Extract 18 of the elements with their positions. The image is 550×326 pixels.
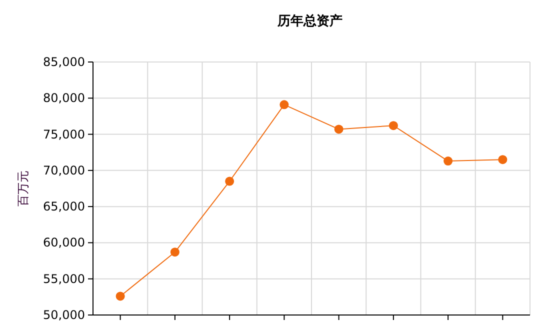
chart-title: 历年总资产 (276, 13, 342, 29)
y-tick-label: 85,000 (43, 55, 85, 69)
point (444, 156, 453, 166)
y-tick-label: 60,000 (43, 236, 85, 250)
point (334, 124, 344, 134)
y-tick-label: 50,000 (43, 308, 85, 322)
point (170, 248, 180, 257)
y-axis-title: 百万元 (16, 170, 30, 206)
point (388, 121, 398, 130)
point (116, 292, 125, 301)
point (498, 155, 508, 164)
point (280, 100, 289, 110)
y-tick-label: 80,000 (43, 91, 85, 106)
y-tick-label: 75,000 (43, 127, 85, 142)
y-tick-label: 65,000 (43, 200, 85, 214)
point (225, 176, 234, 186)
y-tick-label: 70,000 (43, 163, 85, 178)
y-tick-label: 55,000 (43, 272, 85, 286)
